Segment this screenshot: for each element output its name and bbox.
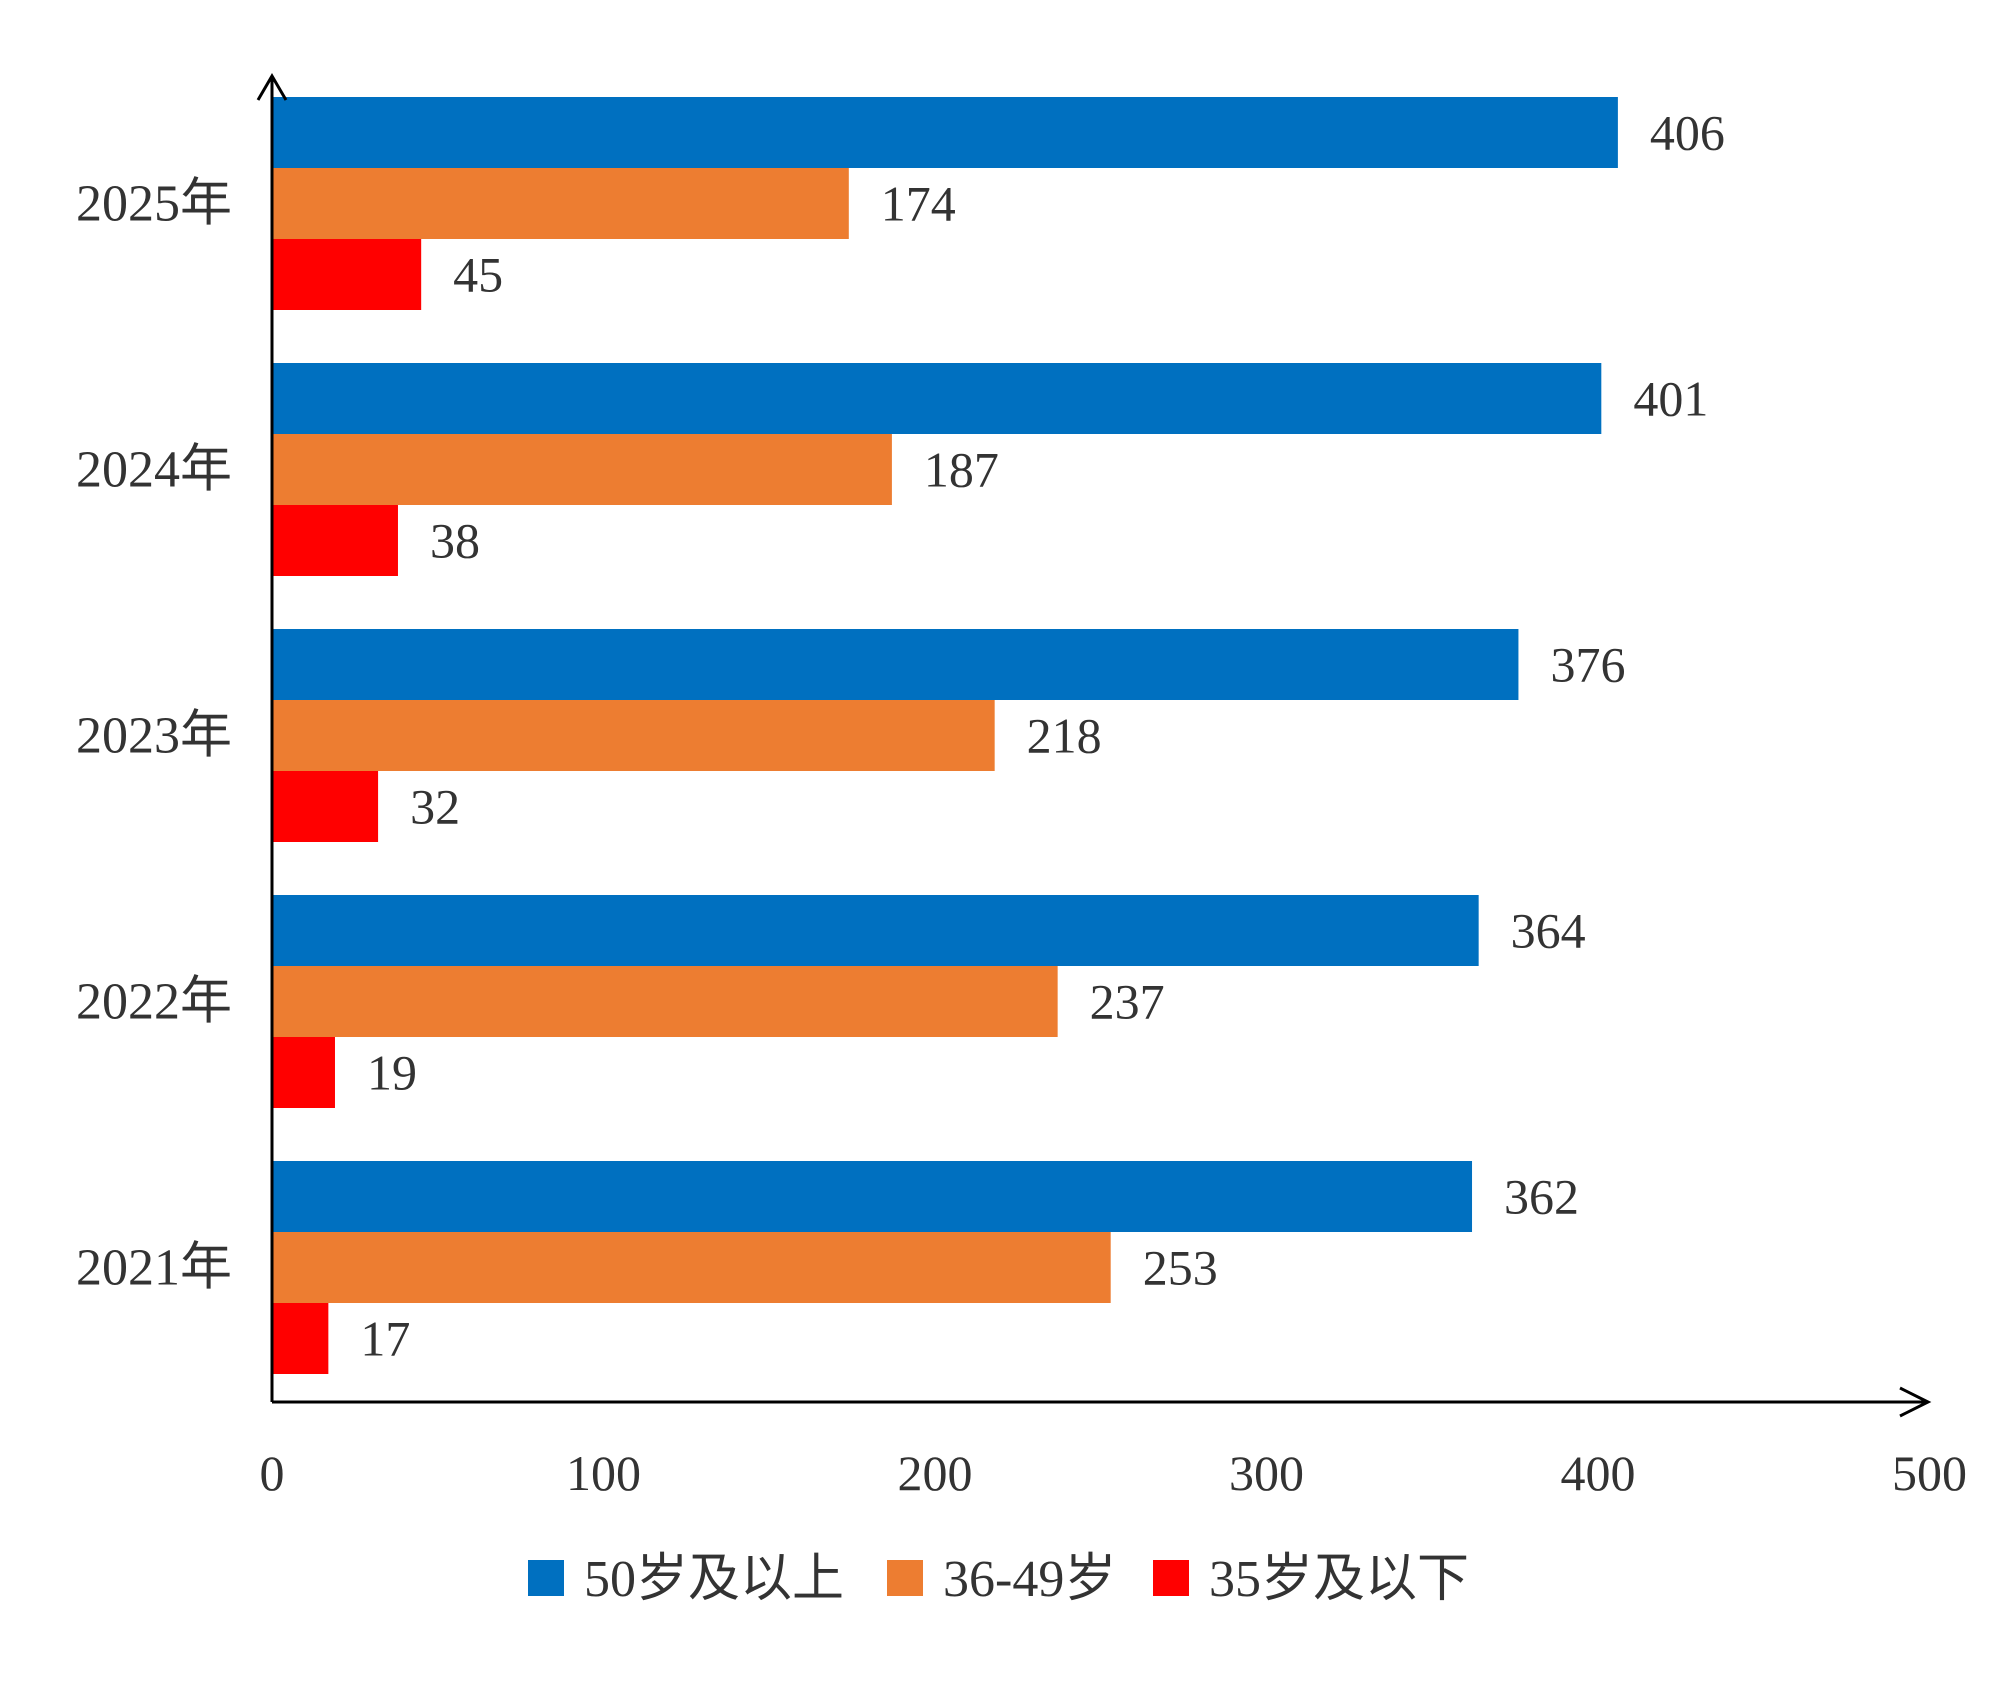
bar-2021年-36-49岁 [272,1232,1111,1303]
legend-swatch-36-49岁 [887,1560,923,1596]
bar-2025年-35岁及以下 [272,239,422,310]
bar-2023年-36-49岁 [272,700,995,771]
x-axis-arrow [1899,1386,1932,1418]
y-tick-label-2022年: 2022年 [76,974,232,1031]
data-label-2022年-35岁及以下: 19 [367,1045,417,1101]
data-labels-layer: 406 174 45 401 187 38 376 218 32 364 237 19 362 253 17 [360,105,1725,1367]
bar-2024年-35岁及以下 [272,505,398,576]
x-tick-label-200: 200 [898,1445,973,1501]
bar-2021年-35岁及以下 [272,1303,329,1374]
bar-2023年-35岁及以下 [272,771,379,842]
data-label-2021年-36-49岁: 253 [1143,1240,1218,1296]
bar-2024年-50岁及以上 [272,363,1602,434]
x-tick-label-100: 100 [566,1445,641,1501]
data-label-2024年-36-49岁: 187 [924,442,999,498]
bar-2023年-50岁及以上 [272,629,1519,700]
data-label-2022年-50岁及以上: 364 [1511,903,1586,959]
data-label-2023年-50岁及以上: 376 [1550,637,1625,693]
data-label-2025年-36-49岁: 174 [881,176,956,232]
data-label-2024年-50岁及以上: 401 [1633,371,1708,427]
data-label-2021年-50岁及以上: 362 [1504,1169,1579,1225]
legend: 50岁及以上 36-49岁 35岁及以下 [528,1551,1469,1608]
bars-layer [272,97,1618,1374]
legend-label-35岁及以下: 35岁及以下 [1209,1551,1469,1608]
data-label-2021年-35岁及以下: 17 [360,1311,410,1367]
x-tick-label-500: 500 [1892,1445,1967,1501]
bar-2025年-36-49岁 [272,168,849,239]
data-label-2024年-35岁及以下: 38 [430,513,480,569]
legend-label-50岁及以上: 50岁及以上 [584,1551,844,1608]
y-tick-label-2025年: 2025年 [76,176,232,233]
legend-swatch-35岁及以下 [1153,1560,1189,1596]
bar-2022年-36-49岁 [272,966,1058,1037]
x-tick-label-300: 300 [1229,1445,1304,1501]
data-label-2022年-36-49岁: 237 [1090,974,1165,1030]
y-tick-label-2021年: 2021年 [76,1240,232,1297]
bar-2021年-50岁及以上 [272,1161,1473,1232]
bar-2024年-36-49岁 [272,434,892,505]
axes-layer: 2025年 2024年 2023年 2022年 2021年 0 100 200 300 400 50… [76,73,1967,1501]
data-label-2023年-35岁及以下: 32 [410,779,460,835]
legend-swatch-50岁及以上 [528,1560,564,1596]
y-tick-label-2024年: 2024年 [76,442,232,499]
data-label-2025年-35岁及以下: 45 [453,247,503,303]
y-axis-arrow [256,73,288,101]
legend-label-36-49岁: 36-49岁 [943,1551,1116,1608]
y-tick-label-2023年: 2023年 [76,708,232,765]
data-label-2025年-50岁及以上: 406 [1650,105,1725,161]
x-tick-label-400: 400 [1561,1445,1636,1501]
x-tick-label-0: 0 [260,1445,285,1501]
data-label-2023年-36-49岁: 218 [1027,708,1102,764]
bar-2025年-50岁及以上 [272,97,1618,168]
bar-2022年-35岁及以下 [272,1037,335,1108]
bar-2022年-50岁及以上 [272,895,1479,966]
